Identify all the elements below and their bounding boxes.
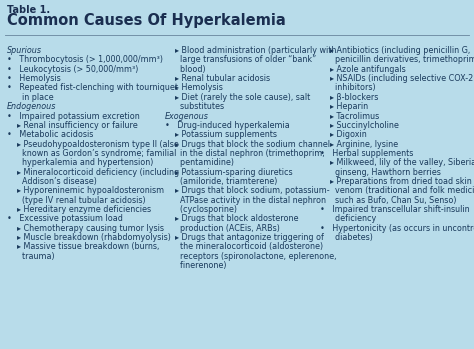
Text: ▸ Potassium-sparing diuretics: ▸ Potassium-sparing diuretics bbox=[165, 168, 292, 177]
Text: ▸ Massive tissue breakdown (burns,: ▸ Massive tissue breakdown (burns, bbox=[7, 243, 159, 252]
Text: ▸ Heparin: ▸ Heparin bbox=[320, 102, 369, 111]
Text: ▸ Drugs that block aldosterone: ▸ Drugs that block aldosterone bbox=[165, 214, 299, 223]
Text: substitutes: substitutes bbox=[165, 102, 224, 111]
Text: in place: in place bbox=[7, 93, 54, 102]
Text: •   Hypertonicity (as occurs in uncontrolled: • Hypertonicity (as occurs in uncontroll… bbox=[320, 224, 474, 233]
Text: ▸ Chemotherapy causing tumor lysis: ▸ Chemotherapy causing tumor lysis bbox=[7, 224, 164, 233]
Text: blood): blood) bbox=[165, 65, 206, 74]
Text: Endogenous: Endogenous bbox=[7, 102, 56, 111]
Text: ▸ Azole antifungals: ▸ Azole antifungals bbox=[320, 65, 406, 74]
Text: ▸ Blood administration (particularly with: ▸ Blood administration (particularly wit… bbox=[165, 46, 337, 55]
Text: •   Hemolysis: • Hemolysis bbox=[7, 74, 61, 83]
Text: Addison’s disease): Addison’s disease) bbox=[7, 177, 97, 186]
Text: deficiency: deficiency bbox=[320, 214, 377, 223]
Text: ▸ Preparations from dried toad skin or: ▸ Preparations from dried toad skin or bbox=[320, 177, 474, 186]
Text: (amiloride, triamterene): (amiloride, triamterene) bbox=[165, 177, 277, 186]
Text: ATPase activity in the distal nephron: ATPase activity in the distal nephron bbox=[165, 196, 326, 205]
Text: ▸ Mineralocorticoid deficiency (including: ▸ Mineralocorticoid deficiency (includin… bbox=[7, 168, 179, 177]
Text: ▸ Tacrolimus: ▸ Tacrolimus bbox=[320, 112, 380, 120]
Text: ▸ Hyporeninemic hypoaldosteronism: ▸ Hyporeninemic hypoaldosteronism bbox=[7, 186, 164, 195]
Text: •   Excessive potassium load: • Excessive potassium load bbox=[7, 214, 123, 223]
Text: ▸ Digoxin: ▸ Digoxin bbox=[320, 130, 367, 139]
Text: ▸ NSAIDs (including selective COX-2: ▸ NSAIDs (including selective COX-2 bbox=[320, 74, 474, 83]
Text: ▸ β-blockers: ▸ β-blockers bbox=[320, 93, 379, 102]
Text: receptors (spironolactone, eplerenone,: receptors (spironolactone, eplerenone, bbox=[165, 252, 337, 261]
Text: ▸ Potassium supplements: ▸ Potassium supplements bbox=[165, 130, 277, 139]
Text: ▸ Drugs that block sodium, potassium-: ▸ Drugs that block sodium, potassium- bbox=[165, 186, 329, 195]
Text: •   Impaired transcellular shift-insulin: • Impaired transcellular shift-insulin bbox=[320, 205, 470, 214]
Text: •   Impaired potassium excretion: • Impaired potassium excretion bbox=[7, 112, 140, 120]
Text: inhibitors): inhibitors) bbox=[320, 83, 376, 92]
Text: Exogenous: Exogenous bbox=[165, 112, 209, 120]
Text: (type IV renal tubular acidosis): (type IV renal tubular acidosis) bbox=[7, 196, 146, 205]
Text: •   Drug-induced hyperkalemia: • Drug-induced hyperkalemia bbox=[165, 121, 290, 130]
Text: ▸ Antibiotics (including penicillin G,: ▸ Antibiotics (including penicillin G, bbox=[320, 46, 471, 55]
Text: ▸ Drugs that block the sodium channel: ▸ Drugs that block the sodium channel bbox=[165, 140, 330, 149]
Text: Spurious: Spurious bbox=[7, 46, 42, 55]
Text: finerenone): finerenone) bbox=[165, 261, 227, 270]
Text: •   Thrombocytosis (> 1,000,000/mm³): • Thrombocytosis (> 1,000,000/mm³) bbox=[7, 55, 163, 65]
Text: such as Bufo, Chan Su, Senso): such as Bufo, Chan Su, Senso) bbox=[320, 196, 457, 205]
Text: ▸ Arginine, lysine: ▸ Arginine, lysine bbox=[320, 140, 399, 149]
Text: •   Leukocytosis (> 50,000/mm³): • Leukocytosis (> 50,000/mm³) bbox=[7, 65, 138, 74]
Text: •   Metabolic acidosis: • Metabolic acidosis bbox=[7, 130, 93, 139]
Text: production (ACEis, ARBs): production (ACEis, ARBs) bbox=[165, 224, 280, 233]
Text: •   Repeated fist-clenching with tourniquet: • Repeated fist-clenching with tournique… bbox=[7, 83, 178, 92]
Text: in the distal nephron (trimethoprim,: in the distal nephron (trimethoprim, bbox=[165, 149, 325, 158]
Text: ▸ Hereditary enzyme deficiencies: ▸ Hereditary enzyme deficiencies bbox=[7, 205, 151, 214]
Text: penicillin derivatives, trimethoprim): penicillin derivatives, trimethoprim) bbox=[320, 55, 474, 65]
Text: ▸ Succinylcholine: ▸ Succinylcholine bbox=[320, 121, 399, 130]
Text: ▸ Pseudohypoaldosteronism type II (also: ▸ Pseudohypoaldosteronism type II (also bbox=[7, 140, 179, 149]
Text: Common Causes Of Hyperkalemia: Common Causes Of Hyperkalemia bbox=[7, 13, 286, 28]
Text: Table 1.: Table 1. bbox=[7, 5, 50, 15]
Text: ▸ Milkweed, lily of the valley, Siberian: ▸ Milkweed, lily of the valley, Siberian bbox=[320, 158, 474, 167]
Text: pentamidine): pentamidine) bbox=[165, 158, 234, 167]
Text: ▸ Renal insufficiency or failure: ▸ Renal insufficiency or failure bbox=[7, 121, 138, 130]
Text: ▸ Muscle breakdown (rhabdomyolysis): ▸ Muscle breakdown (rhabdomyolysis) bbox=[7, 233, 171, 242]
Text: •   Herbal supplements: • Herbal supplements bbox=[320, 149, 414, 158]
Text: the mineralocorticoid (aldosterone): the mineralocorticoid (aldosterone) bbox=[165, 243, 323, 252]
Text: hyperkalemia and hypertension): hyperkalemia and hypertension) bbox=[7, 158, 154, 167]
Text: ▸ Renal tubular acidosis: ▸ Renal tubular acidosis bbox=[165, 74, 270, 83]
Text: ginseng, Hawthorn berries: ginseng, Hawthorn berries bbox=[320, 168, 441, 177]
Text: ▸ Diet (rarely the sole cause), salt: ▸ Diet (rarely the sole cause), salt bbox=[165, 93, 310, 102]
Text: trauma): trauma) bbox=[7, 252, 55, 261]
Text: ▸ Drugs that antagonize triggering of: ▸ Drugs that antagonize triggering of bbox=[165, 233, 324, 242]
Text: (cyclosporine): (cyclosporine) bbox=[165, 205, 237, 214]
Text: diabetes): diabetes) bbox=[320, 233, 374, 242]
Text: venom (traditional and folk medicines: venom (traditional and folk medicines bbox=[320, 186, 474, 195]
Text: known as Gordon’s syndrome; familial: known as Gordon’s syndrome; familial bbox=[7, 149, 176, 158]
Text: ▸ Hemolysis: ▸ Hemolysis bbox=[165, 83, 223, 92]
Text: large transfusions of older “bank”: large transfusions of older “bank” bbox=[165, 55, 316, 65]
